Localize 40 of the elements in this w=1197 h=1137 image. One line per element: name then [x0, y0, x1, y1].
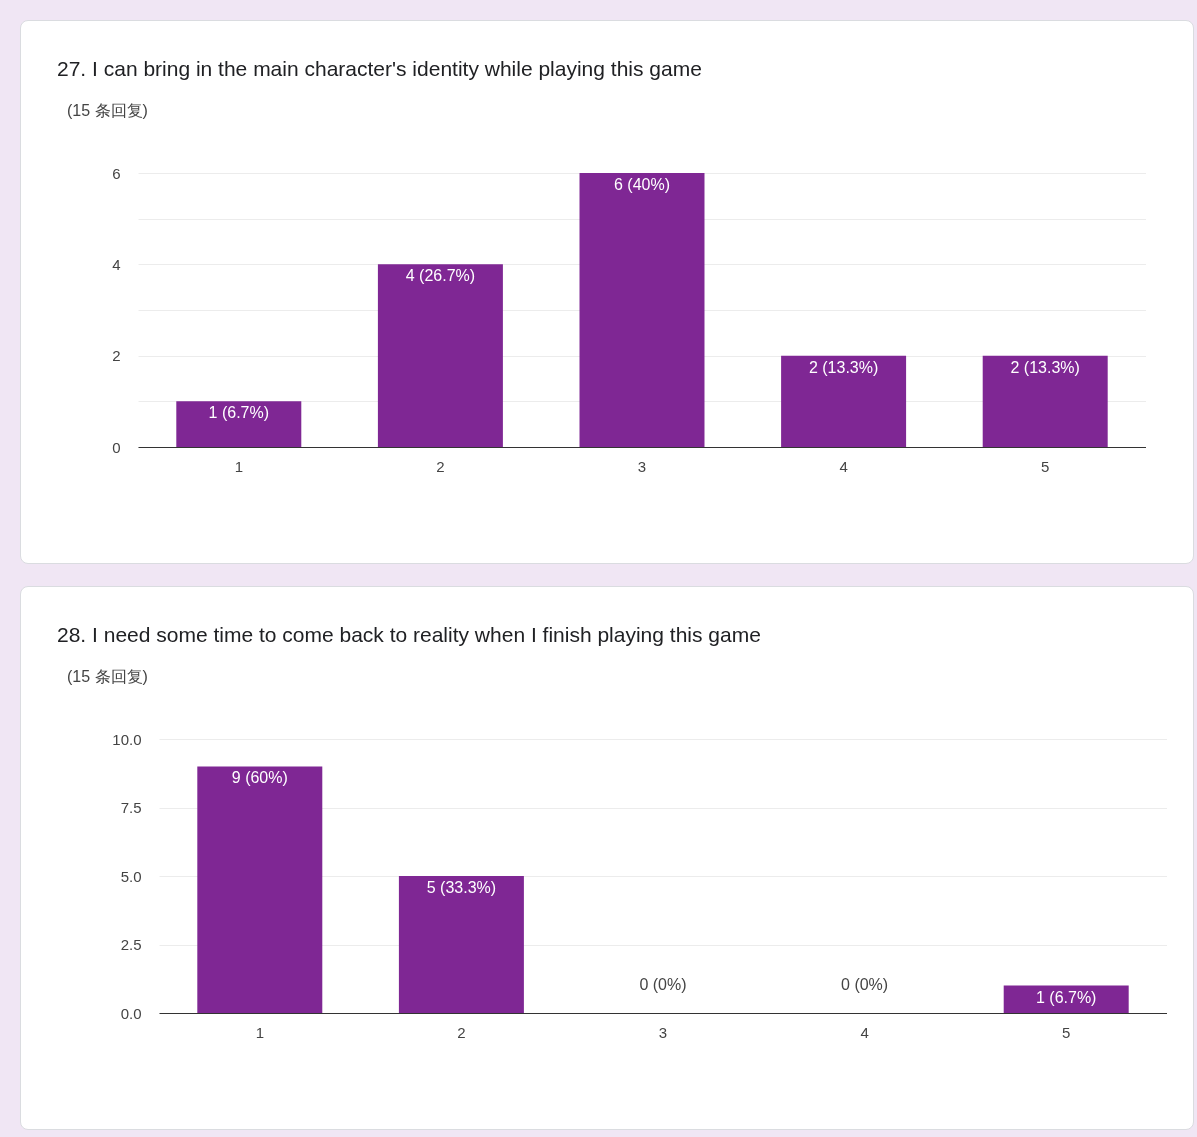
x-tick-label: 1 — [234, 457, 243, 475]
x-tick-label: 3 — [658, 1023, 668, 1041]
data-label: 0 (0%) — [841, 976, 889, 993]
data-label: 2 (13.3%) — [1010, 358, 1080, 376]
bar — [197, 766, 323, 1013]
data-label: 5 (33.3%) — [426, 879, 497, 896]
chart-title: 27. I can bring in the main character's identity while playing this game — [57, 57, 702, 81]
x-tick-label: 2 — [457, 1023, 466, 1041]
y-tick-label: 10.0 — [112, 730, 142, 748]
x-tick-label: 1 — [255, 1023, 264, 1041]
bar — [982, 355, 1108, 447]
bar — [176, 401, 302, 447]
x-tick-label: 5 — [1041, 457, 1050, 475]
chart-subtitle: (15 条回复) — [67, 101, 148, 121]
y-tick-label: 7.5 — [120, 799, 142, 816]
chart-title: 28. I need some time to come back to reality when I finish playing this game — [57, 623, 761, 647]
data-label: 1 (6.7%) — [1035, 988, 1097, 1006]
x-tick-label: 3 — [637, 457, 647, 475]
y-tick-label: 2 — [112, 347, 121, 365]
y-tick-label: 6 — [112, 164, 121, 182]
y-tick-label: 0 — [112, 438, 121, 456]
chart-subtitle: (15 条回复) — [67, 667, 148, 687]
x-tick-label: 4 — [860, 1023, 869, 1041]
bar — [579, 173, 705, 447]
data-label: 1 (6.7%) — [208, 404, 270, 422]
data-label: 0 (0%) — [639, 976, 687, 993]
data-label: 6 (40%) — [613, 176, 671, 193]
x-tick-label: 5 — [1062, 1023, 1071, 1041]
data-label: 9 (60%) — [231, 769, 288, 787]
x-tick-label: 4 — [839, 457, 848, 475]
data-label: 2 (13.3%) — [808, 358, 879, 376]
bar — [398, 876, 524, 1013]
x-tick-label: 2 — [436, 457, 445, 475]
y-tick-label: 0.0 — [120, 1004, 142, 1022]
bar — [377, 264, 503, 447]
y-tick-label: 2.5 — [120, 936, 142, 953]
data-label: 4 (26.7%) — [405, 267, 476, 285]
y-tick-label: 5.0 — [120, 867, 142, 885]
y-tick-label: 4 — [112, 255, 121, 273]
bar — [781, 355, 907, 447]
